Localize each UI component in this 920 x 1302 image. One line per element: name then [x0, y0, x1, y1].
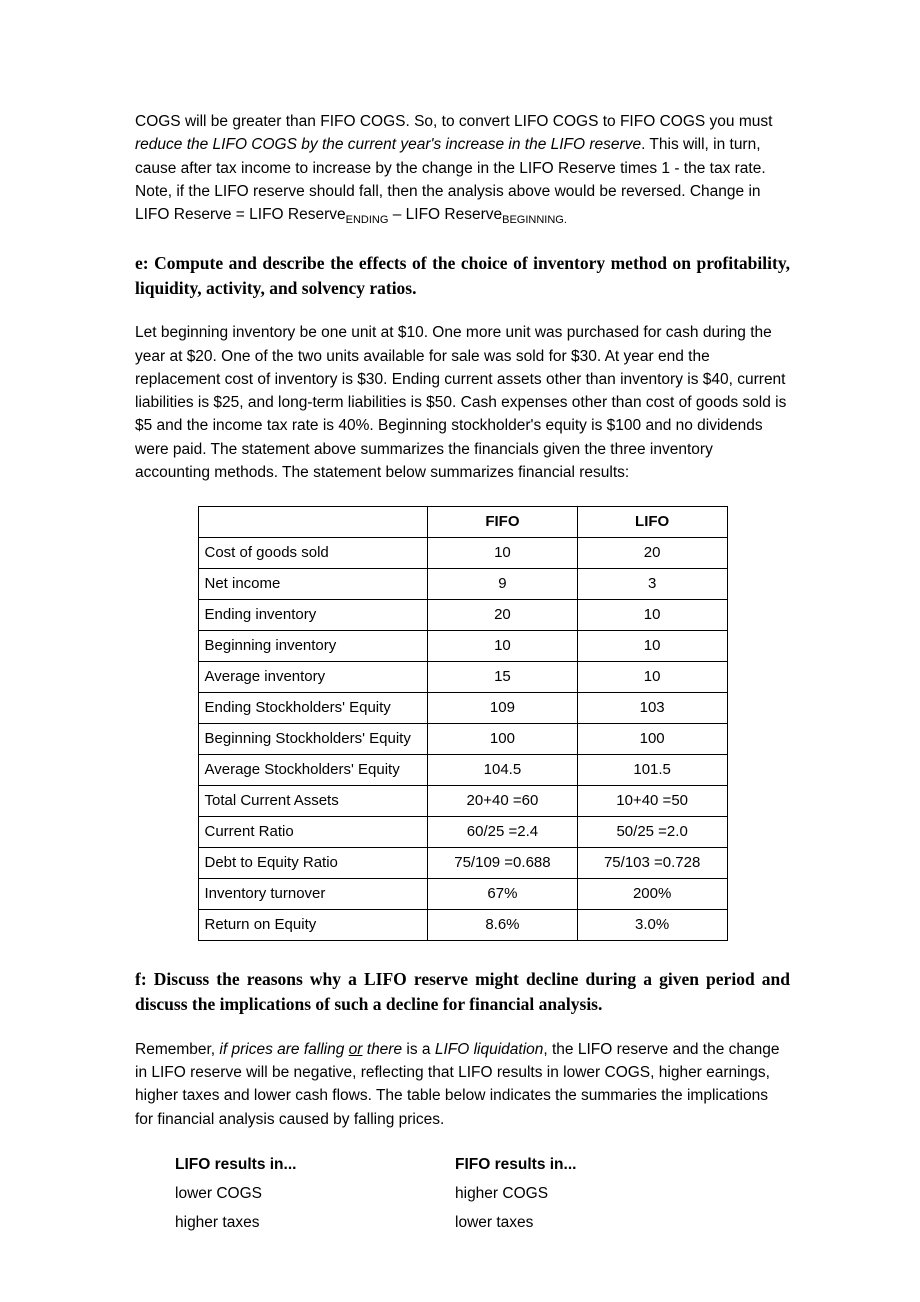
table-cell-label: Beginning Stockholders' Equity	[198, 724, 428, 755]
table-cell-fifo: 67%	[428, 879, 578, 910]
table-cell-lifo: 50/25 =2.0	[577, 817, 727, 848]
table-cell-fifo: 8.6%	[428, 910, 578, 941]
paragraph-e: Let beginning inventory be one unit at $…	[135, 321, 790, 484]
intro-text-1: COGS will be greater than FIFO COGS. So,…	[135, 113, 772, 130]
table-cell-fifo: 75/109 =0.688	[428, 848, 578, 879]
results-fifo-header: FIFO results in...	[455, 1153, 735, 1176]
table-row: Inventory turnover67%200%	[198, 879, 727, 910]
results-lifo-cell: lower COGS	[175, 1182, 455, 1205]
comparison-table: FIFO LIFO Cost of goods sold1020Net inco…	[198, 506, 728, 941]
table-cell-lifo: 10+40 =50	[577, 786, 727, 817]
table-cell-lifo: 20	[577, 538, 727, 569]
table-cell-label: Return on Equity	[198, 910, 428, 941]
table-row: Net income93	[198, 569, 727, 600]
intro-text-3: – LIFO Reserve	[388, 206, 502, 223]
results-lifo-header: LIFO results in...	[175, 1153, 455, 1176]
results-fifo-cell: lower taxes	[455, 1211, 735, 1234]
table-cell-fifo: 104.5	[428, 755, 578, 786]
table-cell-lifo: 101.5	[577, 755, 727, 786]
table-header-blank	[198, 507, 428, 538]
results-fifo-cell: higher COGS	[455, 1182, 735, 1205]
table-cell-label: Net income	[198, 569, 428, 600]
table-cell-lifo: 10	[577, 600, 727, 631]
table-row: Ending inventory2010	[198, 600, 727, 631]
heading-f: f: Discuss the reasons why a LIFO reserv…	[135, 967, 790, 1018]
table-header-fifo: FIFO	[428, 507, 578, 538]
table-cell-label: Beginning inventory	[198, 631, 428, 662]
table-header-row: FIFO LIFO	[198, 507, 727, 538]
table-cell-fifo: 9	[428, 569, 578, 600]
table-cell-fifo: 60/25 =2.4	[428, 817, 578, 848]
table-cell-label: Inventory turnover	[198, 879, 428, 910]
para-f-2: is a	[402, 1041, 435, 1058]
para-f-or: or	[349, 1041, 363, 1058]
heading-e: e: Compute and describe the effects of t…	[135, 251, 790, 302]
table-cell-label: Debt to Equity Ratio	[198, 848, 428, 879]
table-row: Debt to Equity Ratio75/109 =0.68875/103 …	[198, 848, 727, 879]
table-row: Average inventory1510	[198, 662, 727, 693]
table-cell-fifo: 109	[428, 693, 578, 724]
table-cell-fifo: 10	[428, 538, 578, 569]
table-row: Return on Equity8.6%3.0%	[198, 910, 727, 941]
table-cell-label: Ending inventory	[198, 600, 428, 631]
intro-paragraph: COGS will be greater than FIFO COGS. So,…	[135, 110, 790, 229]
table-cell-label: Current Ratio	[198, 817, 428, 848]
para-f-italic2: there	[362, 1041, 402, 1058]
table-cell-label: Cost of goods sold	[198, 538, 428, 569]
para-f-italic3: LIFO liquidation	[435, 1041, 544, 1058]
table-row: Average Stockholders' Equity104.5101.5	[198, 755, 727, 786]
table-cell-label: Ending Stockholders' Equity	[198, 693, 428, 724]
table-cell-lifo: 100	[577, 724, 727, 755]
table-cell-label: Total Current Assets	[198, 786, 428, 817]
paragraph-f: Remember, if prices are falling or there…	[135, 1038, 790, 1131]
results-lifo-cell: higher taxes	[175, 1211, 455, 1234]
intro-sub-beginning: BEGINNING.	[502, 214, 567, 226]
table-row: Current Ratio60/25 =2.450/25 =2.0	[198, 817, 727, 848]
intro-italic: reduce the LIFO COGS by the current year…	[135, 136, 641, 153]
results-header-row: LIFO results in... FIFO results in...	[135, 1153, 790, 1176]
results-row: higher taxeslower taxes	[135, 1211, 790, 1234]
table-cell-fifo: 20	[428, 600, 578, 631]
para-f-1: Remember,	[135, 1041, 219, 1058]
para-f-italic1: if prices are falling	[219, 1041, 348, 1058]
table-header-lifo: LIFO	[577, 507, 727, 538]
table-cell-lifo: 3	[577, 569, 727, 600]
table-cell-lifo: 103	[577, 693, 727, 724]
table-cell-fifo: 100	[428, 724, 578, 755]
table-cell-lifo: 200%	[577, 879, 727, 910]
table-cell-fifo: 10	[428, 631, 578, 662]
results-row: lower COGShigher COGS	[135, 1182, 790, 1205]
table-cell-lifo: 10	[577, 631, 727, 662]
table-cell-label: Average Stockholders' Equity	[198, 755, 428, 786]
table-cell-fifo: 20+40 =60	[428, 786, 578, 817]
table-cell-fifo: 15	[428, 662, 578, 693]
table-row: Beginning inventory1010	[198, 631, 727, 662]
table-row: Beginning Stockholders' Equity100100	[198, 724, 727, 755]
intro-sub-ending: ENDING	[346, 214, 389, 226]
table-cell-lifo: 3.0%	[577, 910, 727, 941]
table-row: Ending Stockholders' Equity109103	[198, 693, 727, 724]
table-row: Total Current Assets20+40 =6010+40 =50	[198, 786, 727, 817]
table-cell-label: Average inventory	[198, 662, 428, 693]
table-cell-lifo: 75/103 =0.728	[577, 848, 727, 879]
table-row: Cost of goods sold1020	[198, 538, 727, 569]
table-cell-lifo: 10	[577, 662, 727, 693]
